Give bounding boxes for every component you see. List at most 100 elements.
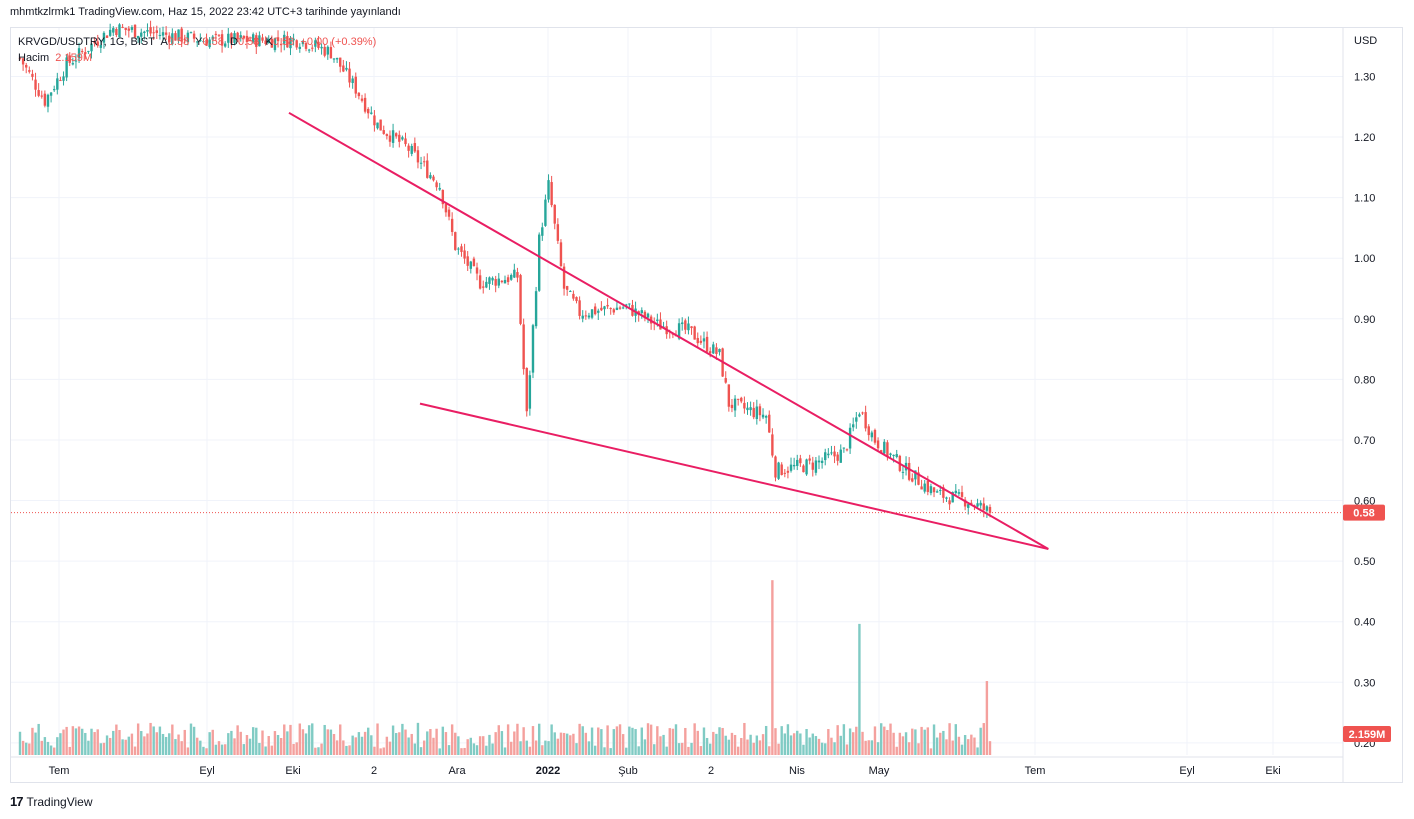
candle-body [407,145,410,151]
volume-bar [426,731,429,755]
volume-bar [631,727,634,755]
tradingview-logo[interactable]: 17 TradingView [10,794,93,809]
candle-body [174,33,177,41]
volume-bar [482,736,485,755]
candle-body [335,57,339,60]
candle-body [304,43,308,49]
volume-bar [606,725,609,755]
volume-bar [130,733,134,755]
grid-layer [11,28,1343,755]
volume-tag [1343,726,1391,742]
candle-body [749,407,752,411]
candle-body [488,277,491,284]
candle-body [230,33,233,44]
candle-body [584,315,588,317]
candle-body [932,487,936,493]
volume-bar [799,733,802,755]
volume-bar [332,734,336,755]
volume-bar [926,727,930,755]
candle-body [301,40,305,45]
candle-body [202,41,205,43]
candle-body [544,199,547,226]
volume-bar [298,723,302,755]
volume-bar [805,728,808,755]
candle-body [547,180,550,200]
volume-bar [861,731,864,755]
volume-bar [768,746,771,755]
candle-body [839,449,842,463]
candle-body [845,449,849,451]
volume-bar [96,729,99,755]
candle-body [500,280,504,283]
volume-bar [537,723,541,755]
volume-bar [171,724,174,755]
volume-bar [600,729,603,755]
candle-body [475,267,479,274]
candle-body [746,407,749,411]
volume-bar [429,729,432,755]
candle-body [438,187,441,190]
volume-bar [398,732,401,755]
volume-bar [684,727,687,755]
candle-body [777,462,780,479]
candle-body [559,242,563,267]
y-tick-label: 0.60 [1354,496,1375,508]
volume-bar [56,737,59,755]
volume-layer [18,580,992,755]
legend-high-value: 0.58 [202,36,224,48]
chart-frame[interactable] [10,27,1403,783]
volume-bar [342,740,345,755]
candle-body [317,41,320,48]
volume-bar [506,724,510,755]
candle-body [842,447,846,449]
candle-body [618,307,622,309]
candle-body [699,340,703,343]
candle-body [220,34,224,46]
candle-body [708,351,712,354]
volume-bar [945,739,948,755]
candle-body [168,35,171,43]
volume-bar [954,724,958,755]
volume-bar [311,723,314,755]
volume-bar [957,736,961,755]
volume-bar [457,736,460,755]
volume-bar [121,739,124,755]
volume-bar [245,735,249,755]
volume-bar [77,726,81,755]
volume-bar [112,730,115,755]
candle-body [49,92,53,96]
volume-bar [273,731,277,755]
candle-body [283,34,286,44]
volume-bar [261,730,264,755]
volume-bar [478,736,482,755]
volume-bar [286,731,289,755]
candle-body [292,38,295,41]
volume-bar [967,739,970,755]
trendline-upper [288,111,1049,550]
volume-bar [124,739,127,755]
volume-bar [640,727,643,755]
legend-volume-label[interactable]: Hacim [18,52,50,64]
last-price-tag-label: 0.58 [1353,508,1374,520]
volume-bar [771,580,774,755]
candle-body [562,266,566,289]
candle-body [590,309,594,318]
volume-bar [932,724,936,755]
candle-body [764,416,768,418]
volume-bar [584,732,588,755]
legend-symbol[interactable]: KRVGD/USDTRY, 1G, BIST [18,36,155,48]
candle-body [435,182,438,188]
candle-body [261,37,264,41]
candle-body [398,134,401,142]
candle-body [46,94,50,107]
candle-body [609,308,612,310]
x-tick-label: Ara [448,765,466,777]
candle-body [510,275,513,280]
volume-bar [625,747,628,755]
candle-body [447,209,451,217]
candle-body [18,57,22,59]
candle-layer [18,20,992,518]
candle-body [118,24,121,38]
volume-bar [314,747,317,755]
